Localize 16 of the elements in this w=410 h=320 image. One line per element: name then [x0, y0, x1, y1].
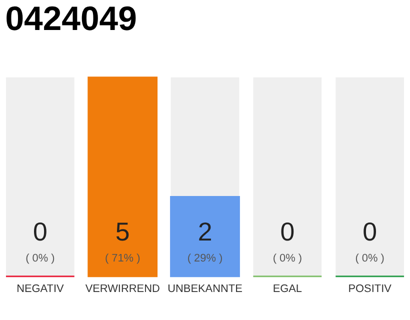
- data-label: 0: [362, 218, 378, 247]
- data-label: 0: [280, 218, 295, 247]
- annotation: ( 0% ): [355, 252, 384, 264]
- data-label: 0: [32, 218, 48, 247]
- x-tick-label: POSITIV: [348, 282, 392, 295]
- data-label: 5: [115, 218, 130, 247]
- chart-title: 0424049: [5, 0, 137, 38]
- x-tick-label: NEGATIV: [16, 282, 64, 295]
- data-label: 2: [198, 218, 212, 247]
- x-tick-label: VERWIRREND: [85, 282, 160, 295]
- x-tick-label: UNBEKANNTE: [168, 282, 242, 295]
- annotation: ( 71% ): [104, 252, 140, 264]
- annotation: ( 29% ): [187, 252, 223, 264]
- annotation: ( 0% ): [26, 252, 55, 264]
- annotation: ( 0% ): [272, 252, 302, 264]
- x-tick-label: EGAL: [272, 282, 302, 295]
